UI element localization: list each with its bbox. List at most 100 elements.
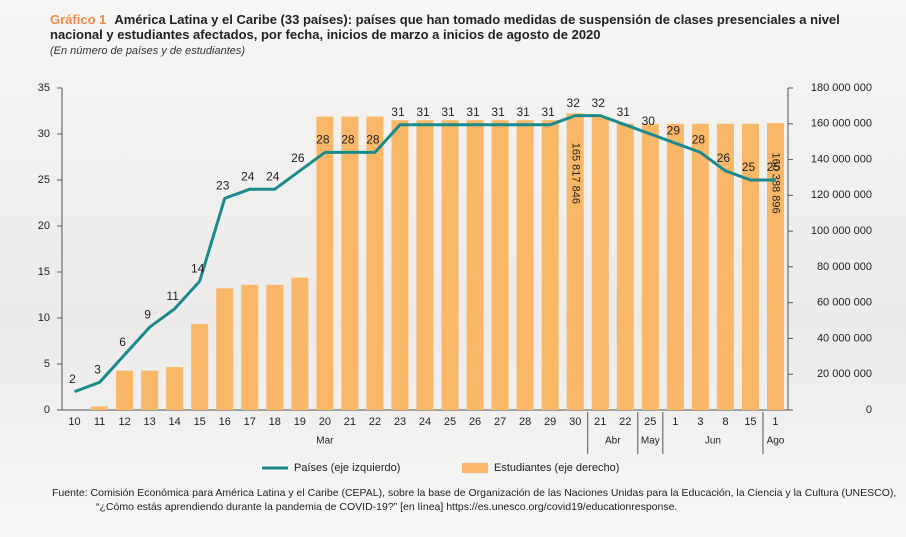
x-tick-label: 22 [369, 416, 381, 428]
source-note: Fuente: Comisión Económica para América … [52, 487, 897, 513]
x-tick-label: 15 [744, 416, 756, 428]
line-value-label: 23 [216, 179, 230, 193]
x-tick-label: 12 [118, 416, 130, 428]
y-tick-label: 10 [38, 312, 50, 324]
line-value-label: 31 [617, 105, 631, 119]
group-label: Jun [705, 436, 721, 447]
y-tick-label: 0 [44, 404, 50, 416]
line-value-label: 2 [69, 372, 76, 386]
legend-label: Estudiantes (eje derecho) [494, 462, 619, 474]
y-tick-label: 25 [38, 174, 50, 186]
header: Gráfico 1 América Latina y el Caribe (33 … [50, 12, 890, 59]
legend-label: Países (eje izquierdo) [294, 462, 400, 474]
x-tick-label: 19 [294, 416, 306, 428]
bar [416, 120, 434, 410]
x-tick-label: 13 [143, 416, 155, 428]
line-value-label: 31 [391, 105, 405, 119]
y2-tick-label: 180 000 000 [811, 82, 872, 94]
x-tick-label: 25 [444, 416, 456, 428]
x-tick-label: 27 [494, 416, 506, 428]
y-tick-label: 20 [38, 220, 50, 232]
x-tick-label: 18 [269, 416, 281, 428]
x-tick-label: 21 [344, 416, 356, 428]
y-tick-label: 30 [38, 128, 50, 140]
bar [266, 284, 284, 410]
bar [491, 120, 509, 410]
group-label: Mar [316, 436, 334, 447]
line-value-label: 28 [692, 133, 706, 147]
line-value-label: 30 [642, 114, 656, 128]
x-tick-label: 20 [319, 416, 331, 428]
bar [741, 123, 759, 411]
x-tick-label: 25 [644, 416, 656, 428]
line-value-label: 29 [667, 123, 681, 137]
bar [616, 123, 634, 411]
line-value-label: 26 [717, 151, 731, 165]
x-tick-label: 26 [469, 416, 481, 428]
x-tick-label: 1 [672, 416, 678, 428]
y2-tick-label: 160 000 000 [811, 118, 872, 130]
x-tick-label: 28 [519, 416, 531, 428]
bar [291, 277, 309, 410]
y2-tick-label: 80 000 000 [817, 261, 872, 273]
x-tick-label: 21 [594, 416, 606, 428]
chart-subtitle: (En número de países y de estudiantes) [50, 45, 246, 57]
bar [641, 123, 659, 411]
bar [591, 116, 609, 410]
bar [116, 370, 134, 410]
x-tick-label: 29 [544, 416, 556, 428]
line-value-label: 26 [291, 151, 305, 165]
x-tick-label: 17 [244, 416, 256, 428]
line-value-label: 14 [191, 261, 205, 275]
line-value-label: 31 [441, 105, 455, 119]
bar-value-label: 160 388 896 [770, 152, 782, 213]
x-tick-label: 3 [697, 416, 703, 428]
x-tick-label: 10 [68, 416, 80, 428]
bar [516, 120, 534, 410]
bar [91, 406, 109, 410]
line-value-label: 24 [241, 169, 255, 183]
x-tick-label: 8 [722, 416, 728, 428]
bar [191, 324, 209, 410]
line-value-label: 28 [341, 133, 355, 147]
y-tick-label: 5 [44, 358, 50, 370]
y2-tick-label: 140 000 000 [811, 153, 872, 165]
bar [216, 288, 234, 410]
group-label: May [641, 436, 660, 447]
bar [566, 113, 584, 410]
bar [666, 123, 684, 411]
line-value-label: 28 [366, 133, 380, 147]
line-value-label: 25 [742, 160, 756, 174]
y-tick-label: 15 [38, 266, 50, 278]
bar [541, 120, 559, 410]
group-label: Ago [767, 436, 785, 447]
line [73, 114, 776, 394]
line-value-label: 25 [767, 160, 781, 174]
x-tick-label: 16 [219, 416, 231, 428]
line-value-label: 6 [119, 335, 126, 349]
x-tick-label: 1 [772, 416, 778, 428]
bar [716, 123, 734, 411]
y2-tick-label: 100 000 000 [811, 225, 872, 237]
bar [366, 116, 384, 410]
line-value-label: 11 [166, 289, 179, 303]
bar [316, 116, 334, 410]
group-label: Abr [605, 436, 621, 447]
line-value-label: 31 [491, 105, 505, 119]
line-value-label: 24 [266, 169, 280, 183]
bar [691, 123, 709, 411]
y-tick-label: 35 [38, 82, 50, 94]
line-value-label: 28 [316, 133, 330, 147]
y2-tick-label: 40 000 000 [817, 332, 872, 344]
bar [166, 367, 184, 410]
line-value-label: 31 [541, 105, 555, 119]
x-tick-label: 23 [394, 416, 406, 428]
y2-tick-label: 60 000 000 [817, 297, 872, 309]
x-tick-label: 15 [194, 416, 206, 428]
y2-tick-label: 120 000 000 [811, 189, 872, 201]
line-value-label: 3 [94, 363, 101, 377]
legend-swatch [462, 463, 488, 473]
line-value-label: 32 [592, 96, 606, 110]
